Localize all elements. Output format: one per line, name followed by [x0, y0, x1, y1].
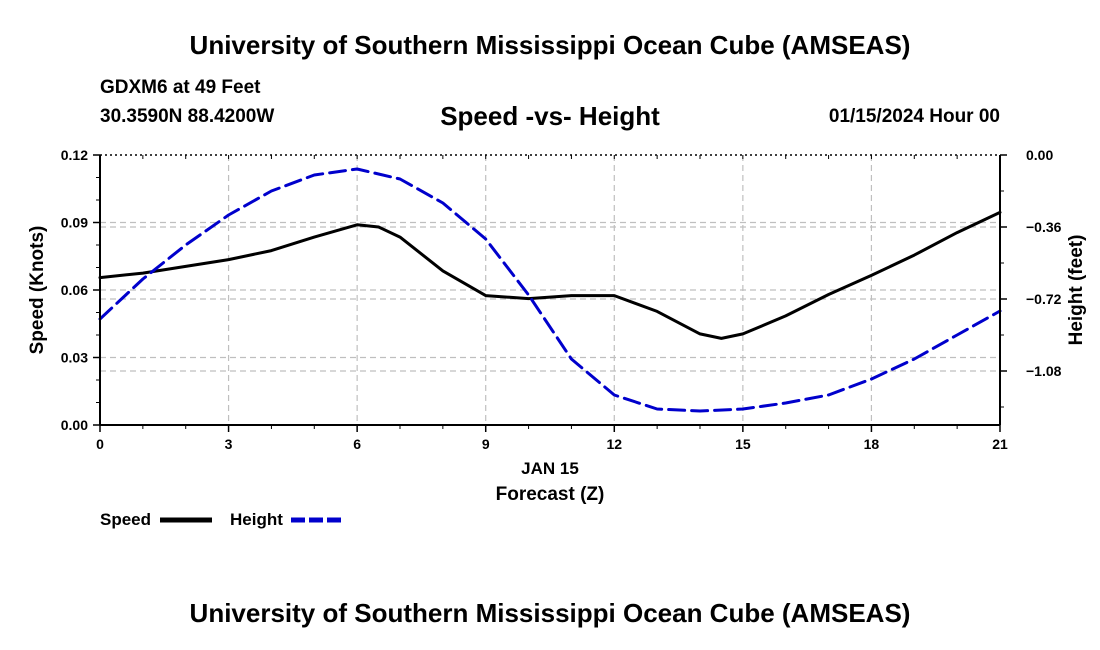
series-line-height — [98, 167, 1002, 413]
x-tick-label: 18 — [864, 436, 880, 452]
x-tick-label: 21 — [992, 436, 1008, 452]
grid — [100, 154, 1000, 425]
datetime-label: 01/15/2024 Hour 00 — [828, 106, 1000, 127]
x-tick-label: 0 — [96, 436, 104, 452]
y-tick-label: 0.03 — [61, 350, 88, 366]
y2-tick-label: −1.08 — [1026, 363, 1062, 379]
y-tick-label: 0.12 — [61, 147, 88, 163]
chart-subtitle: Speed -vs- Height — [440, 101, 660, 131]
x-axis-date-label: JAN 15 — [521, 459, 579, 478]
x-tick-label: 3 — [225, 436, 233, 452]
legend: Speed Height — [100, 510, 343, 529]
chart-title: University of Southern Mississippi Ocean… — [189, 30, 911, 60]
y2-tick-label: 0.00 — [1026, 147, 1053, 163]
y2-axis-label: Height (feet) — [1066, 235, 1087, 346]
series-lines — [98, 167, 1002, 413]
y-tick-label: 0.09 — [61, 215, 88, 231]
x-tick-label: 12 — [606, 436, 622, 452]
x-tick-label: 9 — [482, 436, 490, 452]
coordinates-label: 30.3590N 88.4200W — [100, 106, 275, 127]
axis-labels: JAN 15 Forecast (Z) Speed (Knots) Height… — [27, 226, 1087, 505]
y-tick-label: 0.06 — [61, 282, 88, 298]
y2-tick-label: −0.36 — [1026, 219, 1062, 235]
footer-title: University of Southern Mississippi Ocean… — [189, 598, 911, 628]
x-tick-label: 6 — [353, 436, 361, 452]
station-label: GDXM6 at 49 Feet — [100, 77, 261, 98]
y2-tick-label: −0.72 — [1026, 291, 1062, 307]
legend-label-speed: Speed — [100, 510, 151, 529]
x-tick-label: 15 — [735, 436, 751, 452]
series-line-speed — [98, 210, 1002, 340]
y-tick-label: 0.00 — [61, 417, 88, 433]
axes: 0 3 6 9 12 15 18 21 0.00 0.03 0.06 0.09 0.12 0.00 −0.3… — [61, 147, 1062, 452]
y-axis-label: Speed (Knots) — [27, 226, 48, 355]
legend-label-height: Height — [230, 510, 283, 529]
x-axis-label: Forecast (Z) — [496, 484, 605, 505]
